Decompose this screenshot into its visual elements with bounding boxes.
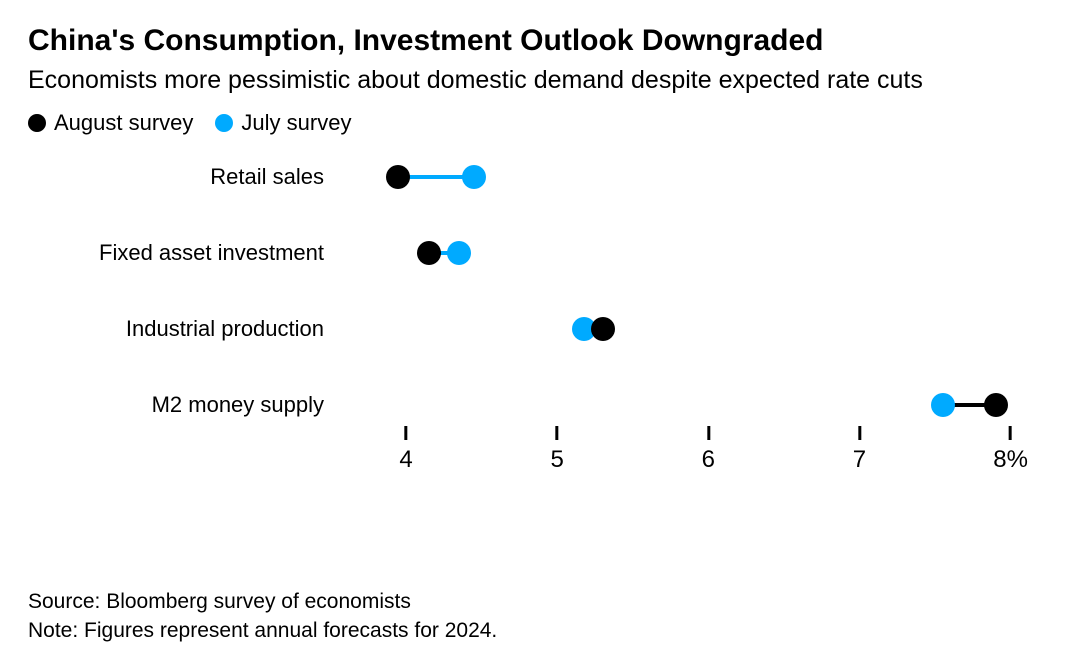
chart-container: China's Consumption, Investment Outlook …	[0, 0, 1084, 663]
tick-mark-icon	[858, 426, 861, 440]
legend-item-july: July survey	[215, 110, 351, 136]
chart-plot-area: Retail sales Fixed asset investment Indust…	[28, 144, 1056, 474]
row-label: Retail sales	[28, 164, 338, 190]
tick-mark-icon	[1009, 426, 1012, 440]
tick-label: 7	[853, 446, 866, 474]
row-plot	[338, 238, 1056, 268]
legend-label: July survey	[241, 110, 351, 136]
footer-note: Note: Figures represent annual forecasts…	[28, 617, 1056, 645]
row-plot	[338, 162, 1056, 192]
row-label: M2 money supply	[28, 392, 338, 418]
row-plot	[338, 314, 1056, 344]
chart-subtitle: Economists more pessimistic about domest…	[28, 65, 1056, 96]
chart-row: M2 money supply	[28, 390, 1056, 420]
tick-mark-icon	[707, 426, 710, 440]
tick-mark-icon	[556, 426, 559, 440]
marker-august	[386, 165, 410, 189]
axis-tick: 4	[399, 426, 412, 474]
chart-footer: Source: Bloomberg survey of economists N…	[28, 588, 1056, 645]
tick-label: 5	[550, 446, 563, 474]
axis-tick: 8%	[993, 426, 1028, 474]
axis-tick: 5	[550, 426, 563, 474]
row-label: Industrial production	[28, 316, 338, 342]
row-plot	[338, 390, 1056, 420]
marker-july	[462, 165, 486, 189]
legend-item-august: August survey	[28, 110, 193, 136]
legend: August survey July survey	[28, 110, 1056, 136]
axis-tick: 7	[853, 426, 866, 474]
chart-title: China's Consumption, Investment Outlook …	[28, 24, 1056, 59]
marker-july	[931, 393, 955, 417]
tick-label: 8%	[993, 446, 1028, 474]
footer-source: Source: Bloomberg survey of economists	[28, 588, 1056, 616]
axis-tick: 6	[702, 426, 715, 474]
tick-mark-icon	[405, 426, 408, 440]
legend-label: August survey	[54, 110, 193, 136]
legend-dot-icon	[28, 114, 46, 132]
legend-dot-icon	[215, 114, 233, 132]
chart-row: Industrial production	[28, 314, 1056, 344]
row-label: Fixed asset investment	[28, 240, 338, 266]
marker-july	[447, 241, 471, 265]
marker-august	[591, 317, 615, 341]
marker-august	[417, 241, 441, 265]
tick-label: 4	[399, 446, 412, 474]
chart-row: Retail sales	[28, 162, 1056, 192]
x-axis: 4 5 6 7 8%	[338, 426, 1056, 474]
marker-august	[984, 393, 1008, 417]
chart-row: Fixed asset investment	[28, 238, 1056, 268]
tick-label: 6	[702, 446, 715, 474]
